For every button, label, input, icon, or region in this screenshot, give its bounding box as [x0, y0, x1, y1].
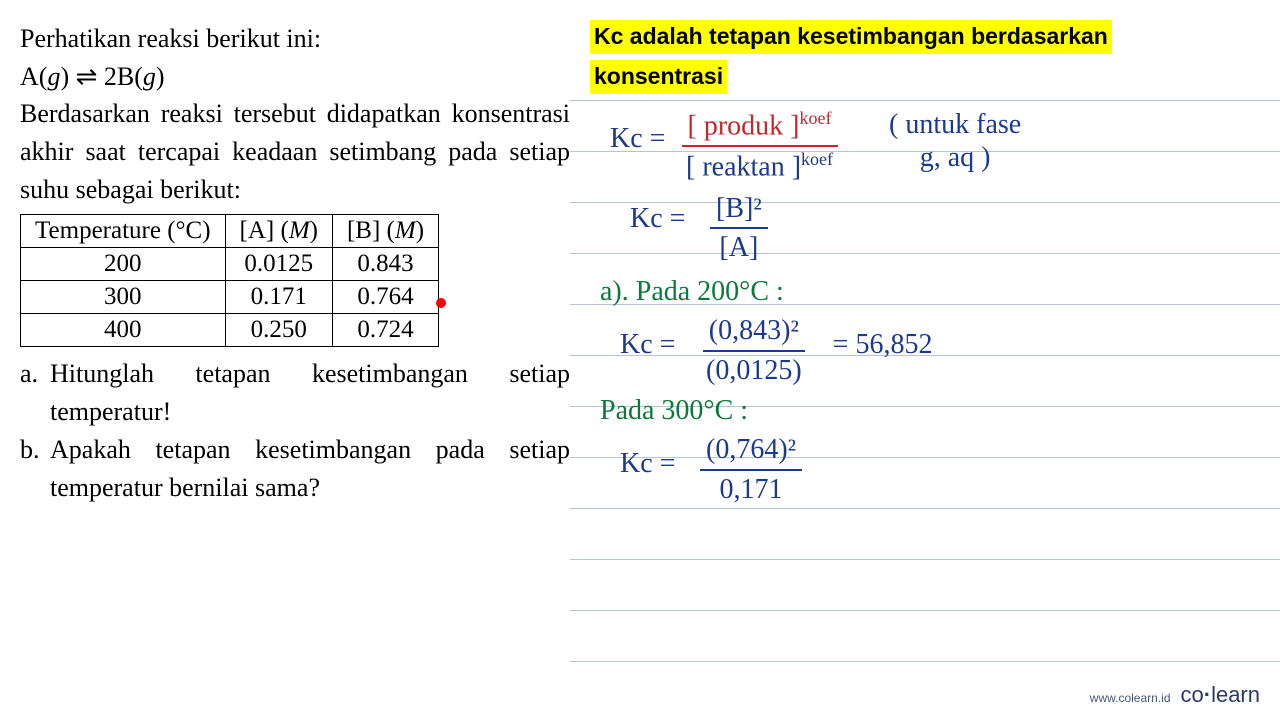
problem-intro: Perhatikan reaksi berikut ini:: [20, 20, 570, 58]
brand-logo: co·learn: [1181, 682, 1261, 708]
reaction-equation: A(g) ⇌ 2B(g): [20, 58, 570, 96]
question-a-text: Hitunglah tetapan kesetimbangan setiap t…: [50, 355, 570, 430]
table-header-row: Temperature (°C) [A] (M) [B] (M): [21, 215, 439, 248]
kc-definition-row: Kc = [ produk ]koef [ reaktan ]koef ( un…: [590, 108, 1260, 184]
kc-lhs: Kc =: [590, 108, 680, 156]
calc-b-fraction: (0,764)² 0,171: [700, 433, 802, 506]
laser-pointer-dot: [436, 298, 446, 308]
col-temp: Temperature (°C): [21, 215, 226, 248]
calc-a-den: (0,0125): [700, 352, 808, 388]
problem-panel: Perhatikan reaksi berikut ini: A(g) ⇌ 2B…: [20, 20, 580, 720]
kc2-num: [B]²: [710, 192, 768, 230]
problem-paragraph: Berdasarkan reaksi tersebut didapatkan k…: [20, 95, 570, 208]
footer-url: www.colearn.id: [1090, 691, 1171, 705]
kc-numerator: [ produk ]koef: [682, 108, 838, 147]
calc-a-num: (0,843)²: [703, 314, 805, 352]
calc-b-den: 0,171: [714, 471, 789, 507]
calc-b-num: (0,764)²: [700, 433, 802, 471]
table-row: 400 0.250 0.724: [21, 314, 439, 347]
question-a-label: a.: [20, 355, 50, 430]
highlight-line-1: Kc adalah tetapan kesetimbangan berdasar…: [590, 20, 1112, 54]
section-a-heading: a). Pada 200°C :: [600, 275, 1260, 309]
kc2-den: [A]: [713, 229, 764, 265]
highlight-line-2: konsentrasi: [590, 60, 727, 94]
question-b-text: Apakah tetapan kesetimbangan pada setiap…: [50, 431, 570, 506]
calc-a-fraction: (0,843)² (0,0125): [700, 314, 808, 387]
questions-block: a. Hitunglah tetapan kesetimbangan setia…: [20, 355, 570, 506]
footer: www.colearn.id co·learn: [1090, 682, 1260, 708]
col-a: [A] (M): [225, 215, 332, 248]
question-b-label: b.: [20, 431, 50, 506]
section-b-heading: Pada 300°C :: [600, 394, 1260, 428]
kc2-lhs: Kc =: [630, 192, 710, 236]
kc-expression-row: Kc = [B]² [A]: [630, 192, 1260, 265]
data-table: Temperature (°C) [A] (M) [B] (M) 200 0.0…: [20, 214, 439, 347]
phase-note: ( untuk fase g, aq ): [889, 108, 1021, 175]
col-b: [B] (M): [332, 215, 438, 248]
solution-panel: Kc adalah tetapan kesetimbangan berdasar…: [580, 20, 1260, 720]
table-row: 300 0.171 0.764: [21, 281, 439, 314]
table-row: 200 0.0125 0.843: [21, 248, 439, 281]
kc2-fraction: [B]² [A]: [710, 192, 768, 265]
kc-fraction: [ produk ]koef [ reaktan ]koef: [680, 108, 839, 184]
calc-a-result: = 56,852: [833, 314, 933, 362]
calc-300-row: Kc = (0,764)² 0,171: [620, 433, 1260, 506]
calc-b-lhs: Kc =: [620, 433, 700, 481]
calc-a-lhs: Kc =: [620, 314, 700, 362]
kc-denominator: [ reaktan ]koef: [680, 147, 839, 184]
calc-200-row: Kc = (0,843)² (0,0125) = 56,852: [620, 314, 1260, 387]
